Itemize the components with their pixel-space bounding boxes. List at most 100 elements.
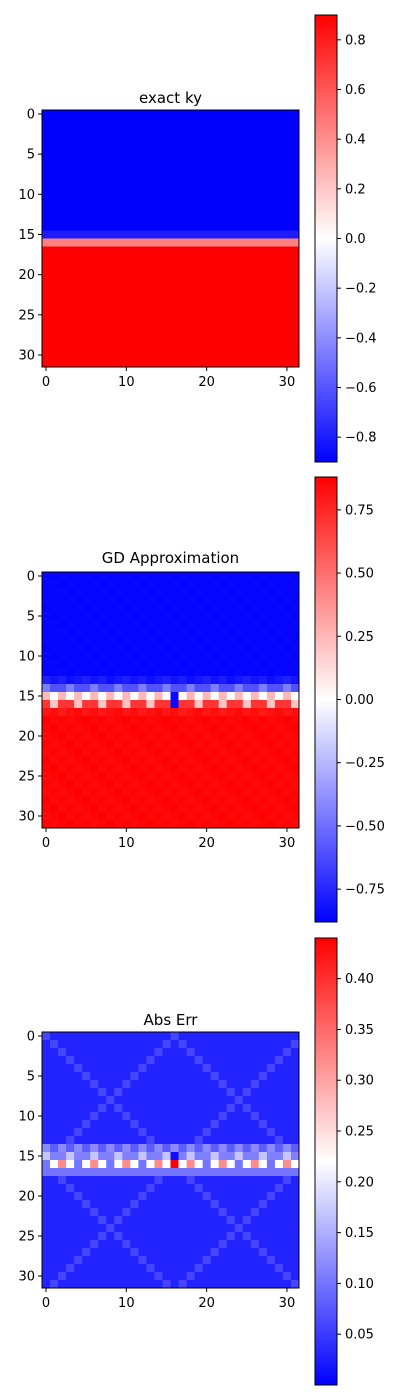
- heatmap-cell: [266, 334, 276, 344]
- heatmap-cell: [242, 804, 252, 813]
- heatmap-cell: [218, 1240, 228, 1249]
- heatmap-cell: [234, 748, 244, 757]
- heatmap-cell: [202, 1064, 212, 1073]
- heatmap-cell: [178, 198, 187, 207]
- heatmap-cell: [66, 780, 75, 789]
- heatmap-cell: [146, 294, 155, 304]
- heatmap-cell: [162, 764, 171, 773]
- heatmap-cell: [178, 636, 187, 645]
- heatmap-cell: [274, 222, 284, 231]
- heatmap-cell: [186, 358, 195, 368]
- heatmap-cell: [146, 1072, 155, 1081]
- heatmap-cell: [226, 1192, 236, 1201]
- heatmap-cell: [90, 270, 99, 280]
- heatmap-cell: [114, 134, 123, 143]
- heatmap-cell: [90, 668, 99, 677]
- heatmap-cell: [202, 1096, 212, 1105]
- heatmap-cell: [290, 1280, 300, 1289]
- heatmap-cell: [210, 612, 220, 621]
- heatmap-cell: [290, 286, 300, 296]
- heatmap-cell: [210, 1224, 220, 1233]
- heatmap-cell: [178, 1072, 187, 1081]
- heatmap-cell: [266, 1040, 276, 1049]
- heatmap-cell: [250, 748, 260, 757]
- heatmap-cell: [250, 620, 260, 629]
- heatmap-cell: [90, 126, 99, 135]
- heatmap-cell: [282, 198, 292, 207]
- heatmap-cell: [58, 254, 67, 263]
- heatmap-cell: [274, 604, 284, 613]
- heatmap-cell: [170, 326, 179, 336]
- heatmap-cell: [162, 342, 171, 352]
- heatmap-cell: [50, 596, 59, 605]
- heatmap-cell: [98, 1072, 107, 1081]
- heatmap-cell: [106, 596, 115, 605]
- heatmap-cell: [106, 302, 115, 312]
- heatmap-cell: [114, 174, 123, 183]
- x-tick-label: 20: [198, 1296, 215, 1311]
- heatmap-cell: [82, 620, 91, 629]
- heatmap-cell: [274, 238, 284, 247]
- heatmap-cell: [250, 118, 260, 127]
- heatmap-cell: [130, 1224, 139, 1233]
- heatmap-cell: [130, 214, 139, 223]
- heatmap-cell: [106, 716, 115, 725]
- heatmap-cell: [186, 596, 195, 605]
- heatmap-cell: [130, 1256, 139, 1265]
- heatmap-cell: [266, 206, 276, 215]
- heatmap-cell: [50, 222, 59, 231]
- heatmap-cell: [186, 1280, 195, 1289]
- heatmap-cell: [186, 716, 195, 725]
- heatmap-cell: [50, 716, 59, 725]
- heatmap-cell: [234, 1192, 244, 1201]
- heatmap-cell: [42, 1264, 51, 1273]
- heatmap-cell: [258, 342, 268, 352]
- heatmap-cell: [226, 1160, 236, 1169]
- heatmap-cell: [42, 1224, 51, 1233]
- heatmap-cell: [130, 1032, 139, 1041]
- heatmap-cell: [122, 1056, 131, 1065]
- heatmap-cell: [122, 246, 131, 255]
- heatmap-cell: [130, 262, 139, 272]
- heatmap-cell: [250, 1240, 260, 1249]
- heatmap-cell: [250, 1160, 260, 1169]
- heatmap-cell: [274, 716, 284, 725]
- heatmap-cell: [258, 1048, 268, 1057]
- heatmap-cell: [106, 182, 115, 191]
- heatmap-cell: [274, 1264, 284, 1273]
- heatmap-cell: [178, 1184, 187, 1193]
- heatmap-cell: [258, 628, 268, 637]
- heatmap-cell: [66, 1200, 75, 1209]
- heatmap-cell: [234, 1064, 244, 1073]
- heatmap-cell: [282, 1144, 292, 1153]
- heatmap-cell: [106, 1088, 115, 1097]
- heatmap-cell: [106, 756, 115, 765]
- heatmap-cell: [250, 1080, 260, 1089]
- heatmap-cell: [138, 1208, 147, 1217]
- heatmap-cell: [202, 134, 212, 143]
- heatmap-cell: [282, 1080, 292, 1089]
- heatmap-cell: [114, 812, 123, 821]
- heatmap-cell: [130, 1056, 139, 1065]
- heatmap-cell: [210, 214, 220, 223]
- heatmap-cell: [210, 270, 220, 280]
- heatmap-cell: [178, 134, 187, 143]
- heatmap-cell: [274, 118, 284, 127]
- heatmap-cell: [234, 580, 244, 589]
- heatmap-cell: [66, 676, 75, 685]
- heatmap-cell: [226, 652, 236, 661]
- heatmap-cell: [66, 1192, 75, 1201]
- heatmap-cell: [138, 748, 147, 757]
- heatmap-cell: [170, 1208, 179, 1217]
- y-tick-label: 30: [18, 810, 35, 825]
- heatmap-cell: [274, 668, 284, 677]
- heatmap-cell: [58, 1040, 67, 1049]
- heatmap-cell: [186, 692, 195, 701]
- heatmap-cell: [82, 652, 91, 661]
- colorbar-tick-label: 0.00: [345, 693, 374, 708]
- heatmap-cell: [202, 796, 212, 805]
- heatmap-cell: [106, 150, 115, 159]
- heatmap-cell: [218, 278, 228, 288]
- heatmap-cell: [210, 1088, 220, 1097]
- heatmap-cell: [114, 1264, 123, 1273]
